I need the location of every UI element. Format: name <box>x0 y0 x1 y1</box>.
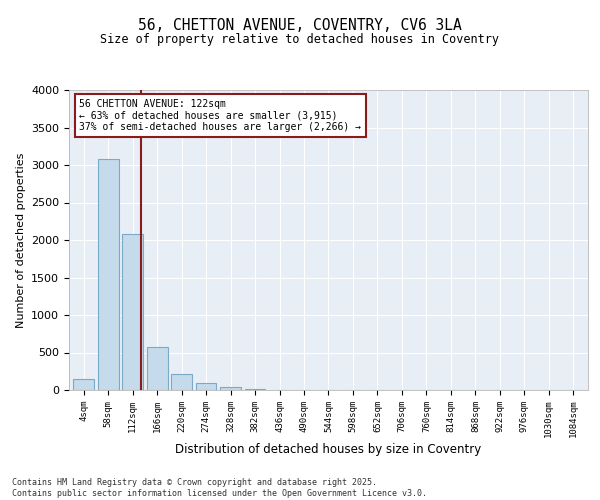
Text: Contains HM Land Registry data © Crown copyright and database right 2025.
Contai: Contains HM Land Registry data © Crown c… <box>12 478 427 498</box>
Bar <box>196 383 217 390</box>
Bar <box>147 347 167 390</box>
Text: 56 CHETTON AVENUE: 122sqm
← 63% of detached houses are smaller (3,915)
37% of se: 56 CHETTON AVENUE: 122sqm ← 63% of detac… <box>79 99 361 132</box>
Bar <box>220 386 241 390</box>
Bar <box>122 234 143 390</box>
Bar <box>73 379 94 390</box>
Bar <box>98 160 119 390</box>
Bar <box>245 389 265 390</box>
Bar <box>171 374 192 390</box>
Text: Size of property relative to detached houses in Coventry: Size of property relative to detached ho… <box>101 32 499 46</box>
Y-axis label: Number of detached properties: Number of detached properties <box>16 152 26 328</box>
Text: 56, CHETTON AVENUE, COVENTRY, CV6 3LA: 56, CHETTON AVENUE, COVENTRY, CV6 3LA <box>138 18 462 32</box>
X-axis label: Distribution of detached houses by size in Coventry: Distribution of detached houses by size … <box>175 443 482 456</box>
